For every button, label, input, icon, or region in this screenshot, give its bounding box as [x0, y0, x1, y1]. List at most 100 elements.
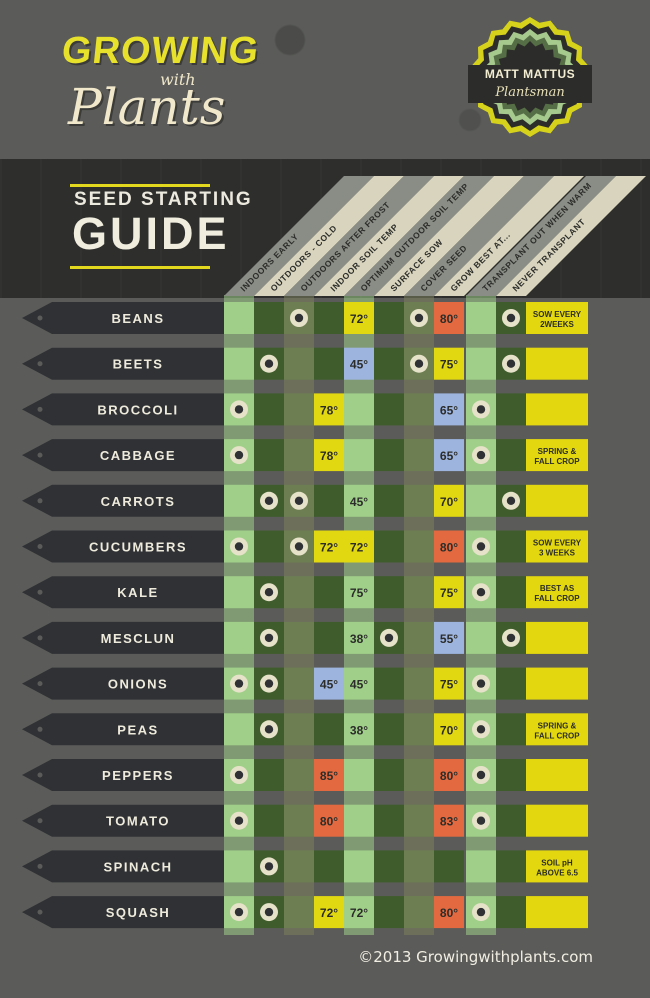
temperature-value: 80° — [440, 541, 458, 555]
column-strip — [466, 295, 496, 935]
plant-stake — [22, 896, 224, 929]
table-row: CARROTS 45° 70° — [22, 484, 588, 517]
stake-hole — [37, 498, 43, 504]
grid-cell — [284, 667, 314, 700]
grid-cell — [404, 713, 434, 746]
plant-stake — [22, 439, 224, 472]
plant-name: CUCUMBERS — [89, 540, 187, 555]
stake-hole — [37, 361, 43, 367]
note-cell — [526, 759, 588, 791]
check-dot-center-icon — [264, 496, 274, 505]
copyright-text: ©2013 Growingwithplants.com — [358, 948, 593, 966]
note-cell — [526, 850, 588, 883]
grid-cell — [434, 439, 464, 472]
grid-cell — [254, 393, 284, 426]
plant-name: BEANS — [111, 311, 164, 326]
grid-cell — [254, 530, 284, 563]
grid-cell — [314, 667, 344, 700]
grid-cell — [284, 713, 314, 746]
plant-stake — [22, 484, 224, 517]
note-cell — [526, 484, 588, 517]
column-strip — [224, 295, 254, 935]
table-row: BEETS 45° 75° — [22, 347, 588, 380]
title-seed-starting: SEED STARTING — [74, 189, 253, 210]
temperature-value: 78° — [320, 449, 338, 463]
grid-cell — [224, 850, 254, 883]
stake-hole — [37, 452, 43, 458]
grid-cell — [374, 576, 404, 609]
stake-hole — [37, 544, 43, 549]
title-guide: GUIDE — [72, 208, 230, 259]
grid-cell — [344, 302, 374, 334]
grid-cell — [314, 850, 344, 883]
badge-ribbon — [468, 65, 592, 103]
table-row: PEPPERS 85° 80° — [22, 759, 588, 791]
temperature-value: 45° — [350, 678, 368, 692]
plant-name: CARROTS — [101, 494, 176, 509]
check-dot-center-icon — [294, 496, 304, 505]
temperature-value: 85° — [320, 769, 338, 783]
check-dot-center-icon — [506, 313, 516, 323]
grid-cell — [344, 484, 374, 517]
check-dot-center-icon — [384, 633, 394, 643]
check-dot-center-icon — [234, 770, 244, 780]
table-row: BROCCOLI 78° 65° — [22, 393, 588, 426]
check-dot-center-icon — [264, 679, 274, 688]
temperature-value: 72° — [350, 541, 368, 555]
grid-cell — [314, 713, 344, 746]
stake-hole — [37, 726, 43, 732]
stake-hole — [37, 589, 43, 595]
temperature-value: 75° — [440, 586, 458, 600]
check-dot-center-icon — [264, 633, 274, 643]
grid-cell — [404, 667, 434, 700]
grid-cell — [284, 347, 314, 380]
grid-cell — [434, 530, 464, 563]
plantsman-badge: MATT MATTUS Plantsman — [468, 15, 592, 139]
temperature-value: 65° — [440, 449, 458, 463]
grid-cell — [344, 393, 374, 426]
grid-cell — [434, 576, 464, 609]
stake-hole — [37, 635, 43, 641]
column-header-tab — [496, 176, 646, 296]
temperature-value: 72° — [320, 906, 338, 920]
column-header-tab — [404, 176, 554, 296]
check-dot-center-icon — [506, 359, 516, 368]
grid-cell — [404, 484, 434, 517]
check-dot-center-icon — [476, 725, 486, 734]
grid-cell — [434, 347, 464, 380]
badge-title: Plantsman — [495, 85, 565, 100]
grid-cell — [466, 621, 496, 654]
grid-cell — [374, 484, 404, 517]
temperature-value: 45° — [350, 358, 368, 372]
note-text: SPRING & FALL CROP — [534, 447, 580, 466]
grid-cell — [314, 347, 344, 380]
check-dot-center-icon — [264, 725, 274, 734]
grid-cell — [434, 896, 464, 929]
check-dot-center-icon — [294, 313, 304, 323]
note-cell — [526, 713, 588, 746]
column-strip — [344, 295, 374, 935]
column-header-tab — [284, 176, 434, 296]
grid-cell — [314, 302, 344, 334]
grid-cell — [344, 759, 374, 791]
plant-stake — [22, 530, 224, 563]
table-row: MESCLUN 38° 55° — [22, 621, 588, 654]
grid-cell — [496, 439, 526, 472]
grid-cell — [434, 804, 464, 837]
column-header-tab — [314, 176, 464, 296]
temperature-value: 65° — [440, 403, 458, 417]
check-dot-center-icon — [264, 862, 274, 871]
grid-cell — [434, 621, 464, 654]
check-dot-center-icon — [476, 450, 486, 460]
stake-hole — [37, 818, 43, 824]
temperature-value: 70° — [440, 723, 458, 737]
grid-cell — [496, 804, 526, 837]
column-strip — [404, 295, 434, 935]
note-cell — [526, 302, 588, 334]
grid-cell — [314, 804, 344, 837]
temperature-value: 38° — [350, 723, 368, 737]
grid-cell — [496, 576, 526, 609]
check-dot-center-icon — [234, 405, 244, 414]
note-cell — [526, 621, 588, 654]
grid-cell — [344, 439, 374, 472]
